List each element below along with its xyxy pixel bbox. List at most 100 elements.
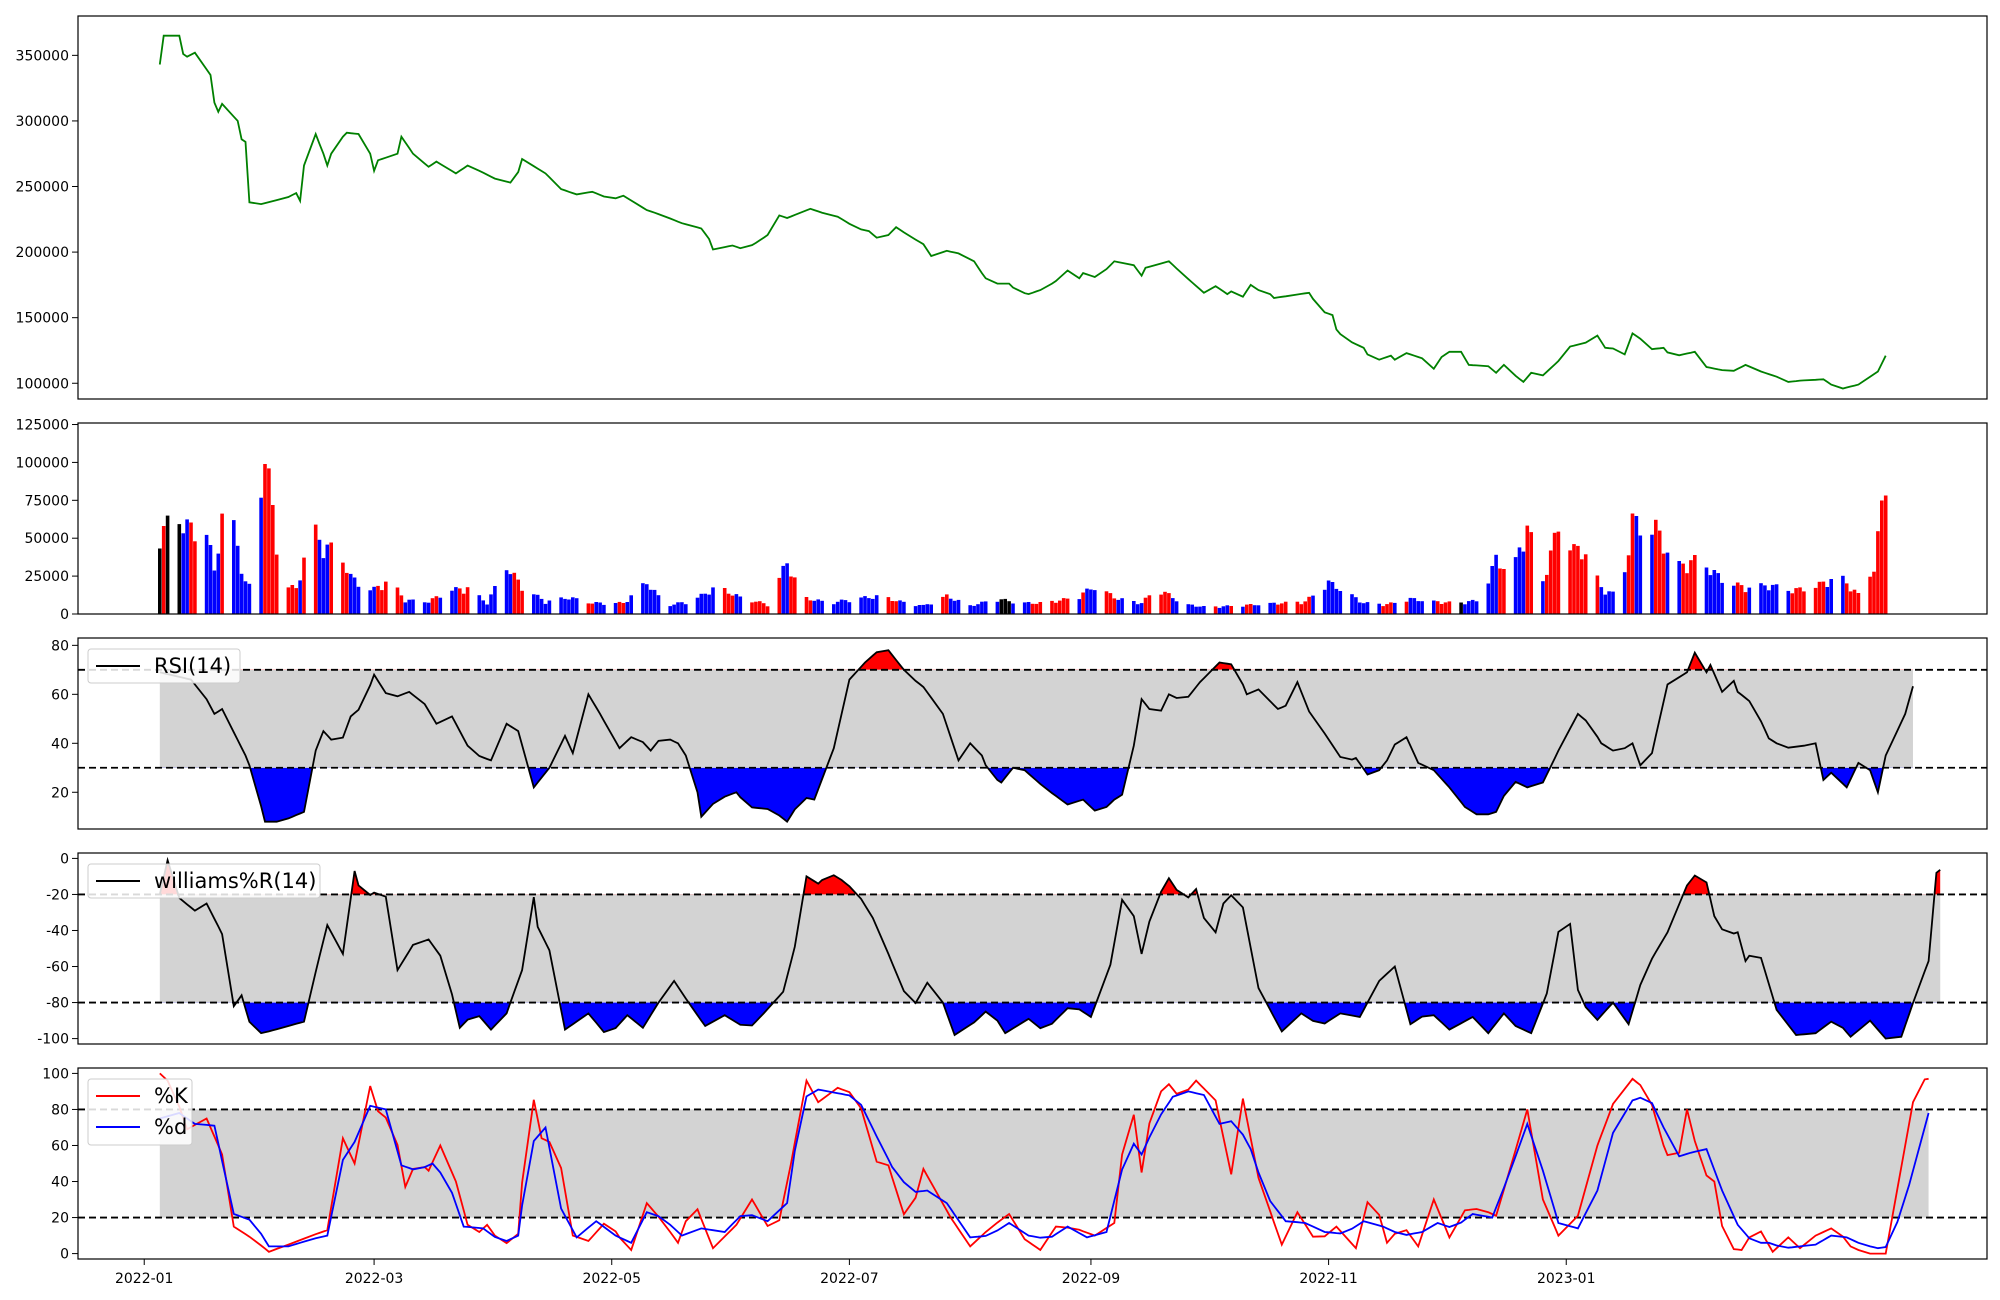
rsi-ytick-label: 40 xyxy=(51,736,69,752)
x-tick-label: 2022-11 xyxy=(1299,1271,1358,1287)
volume-bar xyxy=(1856,593,1861,614)
rsi-legend: RSI(14) xyxy=(87,648,241,684)
volume-bar xyxy=(1732,585,1736,614)
volume-bar xyxy=(832,604,836,614)
volume-bar xyxy=(1599,587,1604,614)
volume-ytick-label: 25000 xyxy=(24,569,69,585)
price-ytick-label: 300000 xyxy=(16,114,69,130)
volume-bar xyxy=(1416,601,1420,614)
volume-bar xyxy=(1003,598,1007,614)
volume-bar xyxy=(1268,602,1272,614)
volume-bar xyxy=(711,587,715,614)
volume-bar xyxy=(781,565,785,614)
volume-bar xyxy=(1541,581,1545,614)
volume-bar xyxy=(189,522,193,614)
volume-bar xyxy=(921,604,926,614)
volume-bar xyxy=(948,598,953,614)
volume-bar xyxy=(185,519,189,614)
volume-bar xyxy=(1350,594,1354,614)
volume-bar xyxy=(1338,591,1343,614)
volume-bar xyxy=(1868,576,1872,614)
volume-bar xyxy=(1848,591,1853,614)
volume-bar xyxy=(1011,603,1015,614)
williams-ytick-label: -80 xyxy=(46,996,69,1012)
stochastic-ytick-label: 0 xyxy=(60,1247,69,1263)
volume-bar xyxy=(243,581,248,614)
volume-bar xyxy=(438,597,443,614)
volume-bar xyxy=(1743,592,1748,614)
volume-bar xyxy=(1735,582,1740,614)
volume-bar xyxy=(913,606,918,614)
volume-bar xyxy=(1829,579,1833,614)
volume-bar xyxy=(294,588,298,614)
volume-bar xyxy=(1245,604,1249,614)
volume-bar xyxy=(356,586,361,614)
volume-bar xyxy=(489,594,493,614)
volume-bar xyxy=(193,541,197,614)
volume-bar xyxy=(1817,581,1822,614)
volume-bar xyxy=(232,520,236,614)
volume-bar xyxy=(1217,607,1222,614)
volume-bar xyxy=(422,602,427,614)
volume-bar xyxy=(516,579,520,614)
volume-bar xyxy=(1112,598,1117,614)
volume-bar xyxy=(1852,589,1857,614)
volume-bar xyxy=(1447,601,1452,614)
volume-bar xyxy=(983,601,988,614)
volume-bar xyxy=(165,515,170,614)
volume-bar xyxy=(1638,535,1643,614)
volume-bar xyxy=(539,598,544,614)
volume-bar xyxy=(1061,598,1066,614)
volume-bar xyxy=(426,602,431,614)
volume-bar xyxy=(271,505,275,614)
volume-bar xyxy=(1034,603,1039,614)
volume-bar xyxy=(812,600,817,614)
volume-bar xyxy=(1194,606,1198,614)
price-panel-frame xyxy=(77,15,1988,400)
volume-bar xyxy=(1256,605,1261,614)
volume-bar xyxy=(1763,585,1767,614)
volume-bar xyxy=(235,545,240,614)
volume-bar xyxy=(617,601,622,614)
volume-bar xyxy=(368,590,372,614)
volume-ytick-label: 75000 xyxy=(24,493,69,509)
volume-bar xyxy=(680,602,684,614)
volume-bar xyxy=(239,573,244,614)
volume-ytick-label: 100000 xyxy=(16,455,69,471)
volume-bar xyxy=(1693,555,1697,614)
volume-bar xyxy=(738,596,743,614)
volume-bar xyxy=(722,588,727,614)
volume-bar xyxy=(341,562,345,614)
volume-bar xyxy=(1303,601,1307,614)
volume-bar xyxy=(1685,573,1689,614)
volume-bar xyxy=(1603,594,1607,614)
williams-neutral-band xyxy=(159,894,1941,1003)
volume-bar xyxy=(590,603,595,614)
volume-bar xyxy=(1147,595,1152,614)
price-ytick-label: 350000 xyxy=(16,48,69,64)
volume-bar xyxy=(1844,583,1849,614)
volume-bar xyxy=(1135,604,1140,614)
volume-bar xyxy=(1572,544,1576,614)
volume-bar xyxy=(1435,601,1440,614)
volume-bar xyxy=(1026,602,1031,614)
volume-bar xyxy=(1330,582,1335,614)
volume-bar xyxy=(508,574,513,614)
volume-bar xyxy=(1486,583,1491,614)
volume-bar xyxy=(602,604,606,614)
volume-bar xyxy=(652,589,657,614)
volume-bar xyxy=(999,599,1004,614)
volume-bar xyxy=(434,596,439,614)
volume-bar xyxy=(1354,597,1358,614)
volume-bar xyxy=(1276,604,1280,614)
volume-bar xyxy=(543,603,548,614)
volume-bar xyxy=(520,590,524,614)
volume-bar xyxy=(1120,598,1124,614)
volume-bar xyxy=(1872,571,1876,614)
volume-bar xyxy=(941,596,945,614)
volume-bar xyxy=(641,583,645,614)
volume-bar xyxy=(352,577,357,614)
volume-bar xyxy=(380,590,384,614)
volume-bar xyxy=(1770,584,1775,614)
volume-bar xyxy=(1580,559,1584,614)
